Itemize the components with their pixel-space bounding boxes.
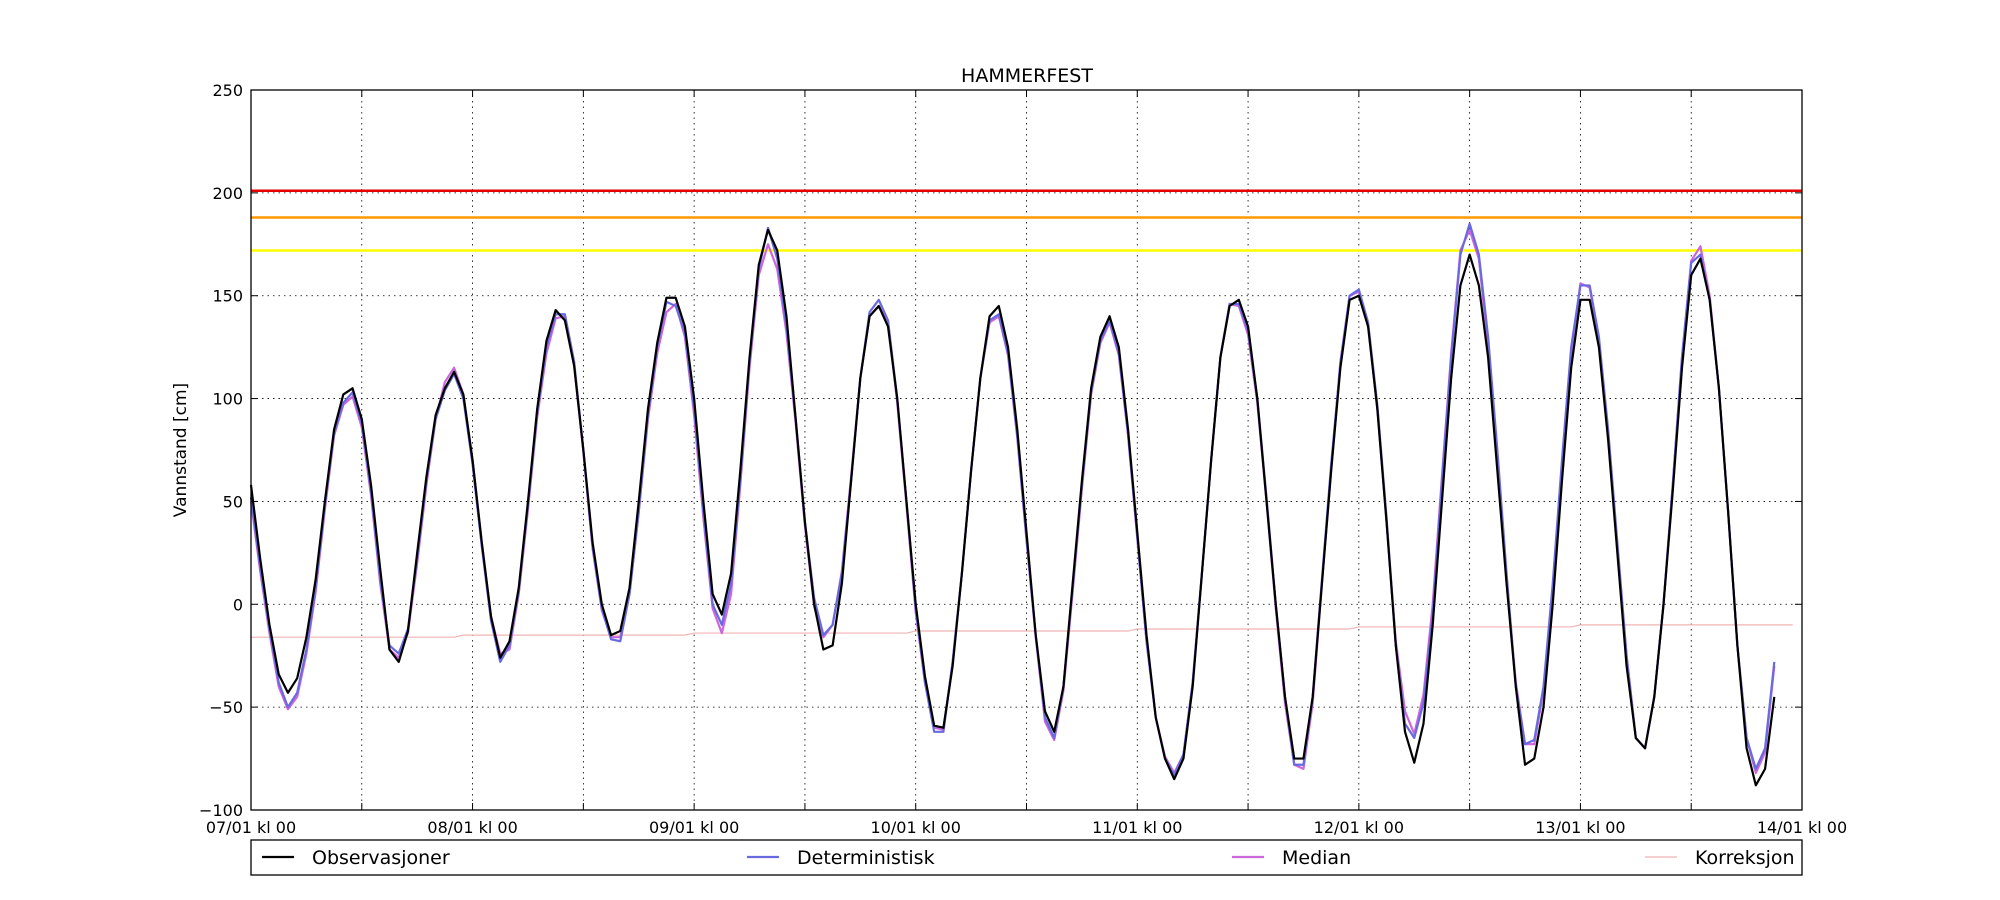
series-lines xyxy=(249,222,1793,787)
x-tick-label: 12/01 kl 00 xyxy=(1314,818,1404,837)
legend-label: Observasjoner xyxy=(312,847,450,869)
y-tick-label: 250 xyxy=(212,81,243,100)
legend-label: Deterministisk xyxy=(797,847,935,869)
y-tick-label: −100 xyxy=(199,801,243,820)
y-axis: −100 −50 0 50 100 150 200 250 xyxy=(199,81,1802,820)
x-tick-label: 14/01 kl 00 xyxy=(1757,818,1847,837)
y-tick-label: −50 xyxy=(209,698,243,717)
x-tick-label: 08/01 kl 00 xyxy=(427,818,517,837)
x-tick-label: 10/01 kl 00 xyxy=(871,818,961,837)
y-tick-label: 200 xyxy=(212,184,243,203)
grid xyxy=(251,90,1802,810)
x-axis: 07/01 kl 00 08/01 kl 00 09/01 kl 00 10/01 k… xyxy=(206,90,1847,837)
x-tick-label: 09/01 kl 00 xyxy=(649,818,739,837)
x-tick-label: 11/01 kl 00 xyxy=(1092,818,1182,837)
legend-label: Korreksjon xyxy=(1695,847,1795,869)
legend-frame xyxy=(250,839,1803,876)
x-tick-label: 13/01 kl 00 xyxy=(1535,818,1625,837)
x-tick-label: 07/01 kl 00 xyxy=(206,818,296,837)
threshold-lines xyxy=(251,189,1802,252)
y-tick-label: 100 xyxy=(212,390,243,409)
y-tick-label: 150 xyxy=(212,287,243,306)
series-line-korreksjon xyxy=(251,624,1793,638)
y-tick-label: 0 xyxy=(233,595,243,614)
legend-label: Median xyxy=(1282,847,1351,869)
series-line-observasjoner xyxy=(249,228,1776,787)
chart-title: HAMMERFEST xyxy=(961,65,1093,87)
y-tick-label: 50 xyxy=(223,492,243,511)
y-axis-label: Vannstand [cm] xyxy=(171,383,191,517)
legend: Observasjoner Deterministisk Median Korreks… xyxy=(250,839,1803,876)
